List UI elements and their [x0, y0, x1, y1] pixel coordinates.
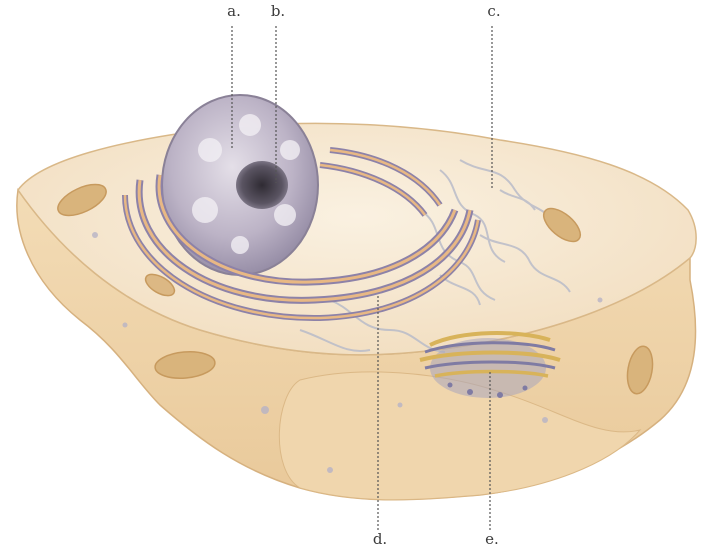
label-b: b. [270, 2, 286, 20]
nucleolus [236, 161, 288, 209]
mitochondrion [154, 351, 216, 379]
label-d: d. [372, 530, 388, 548]
chromatin [192, 114, 300, 254]
rough-er [122, 147, 481, 322]
vesicles [92, 232, 603, 473]
golgi-apparatus [419, 331, 561, 398]
mitochondrion [57, 183, 107, 217]
mitochondria [57, 183, 654, 395]
mitochondrion [542, 207, 582, 243]
label-a: a. [227, 2, 241, 20]
mitochondrion [144, 273, 176, 297]
mitochondrion [626, 345, 654, 395]
leader-lines [231, 26, 493, 530]
label-e: e. [485, 530, 499, 548]
label-c: c. [487, 2, 501, 20]
